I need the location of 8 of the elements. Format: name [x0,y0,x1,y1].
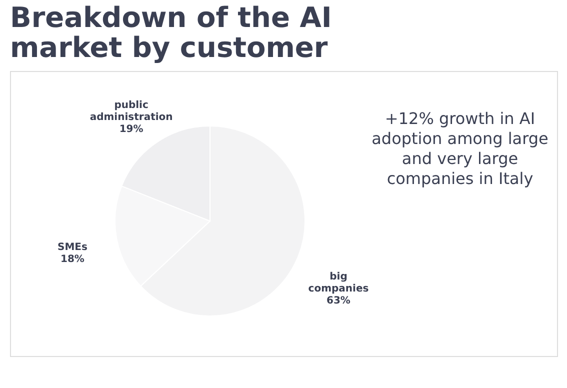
text: +12% growth in AI adoption among large and very large companies in Italy [372,109,548,188]
chart-title: Breakdown of the AI market by customer [10,1,332,64]
data-label: 19% [119,124,144,136]
data-label: 18% [60,254,84,266]
slice-label: big companies [308,272,369,295]
slice-label: public administration [90,100,173,124]
data-label: 63% [326,296,350,307]
slice-label: SMEs [58,242,88,254]
